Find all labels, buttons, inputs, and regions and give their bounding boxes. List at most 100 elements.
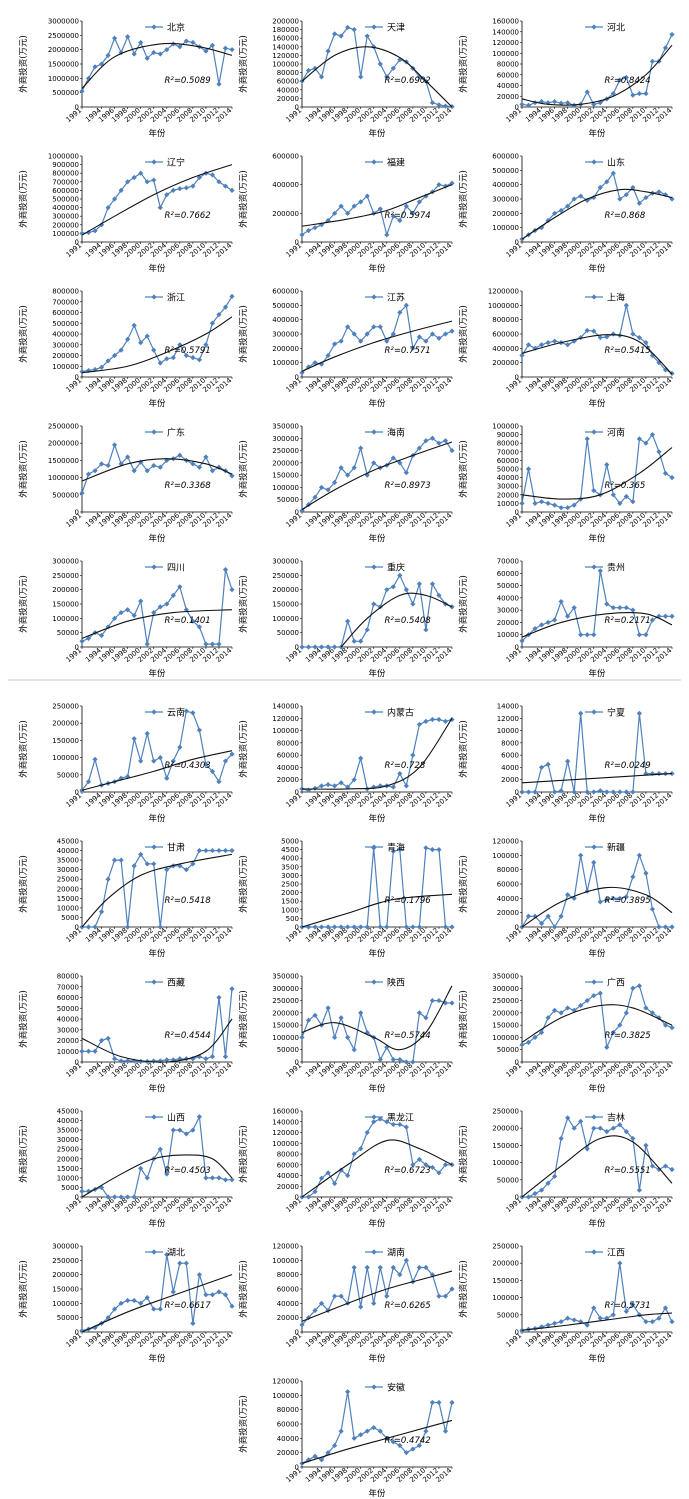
y-tick-label: 100000 [272,727,299,735]
y-tick-label: 600000 [272,153,299,161]
data-point [209,1175,216,1181]
data-point [325,924,331,930]
data-point [519,101,525,107]
y-tick-label: 150000 [52,1286,79,1294]
data-point [98,222,105,228]
data-point [332,783,338,789]
data-point [449,604,455,610]
y-tick-label: 20000 [277,1449,299,1457]
data-point [138,758,144,764]
data-point [351,331,357,337]
data-point [371,601,377,607]
y-tick-label: 300000 [52,558,79,566]
data-point [105,358,111,364]
x-tick-label: 2014 [214,1331,233,1349]
data-point [177,44,183,50]
data-point [384,587,390,593]
data-point [118,187,124,193]
data-point [410,924,416,930]
data-point [416,199,422,205]
data-point [669,924,675,930]
r-squared-label: R²=0.1401 [165,616,211,626]
data-point [662,1305,669,1311]
data-point [351,1435,357,1441]
y-tick-label: 80000 [497,866,519,874]
y-tick-label: 1500 [281,898,299,906]
data-point [190,710,196,716]
x-tick-label: 2014 [434,376,453,394]
y-tick-label: 300000 [52,213,79,221]
data-point [105,52,111,58]
data-point [112,1194,118,1200]
data-point [177,1260,183,1266]
data-point [649,906,656,912]
data-point [410,210,416,216]
x-tick-label: 1991 [64,926,83,944]
x-tick-label: 2014 [214,106,233,124]
y-tick-label: 400000 [52,331,79,339]
x-tick-label: 2014 [214,376,233,394]
y-tick-label: 150000 [492,1022,519,1030]
data-point [345,1389,351,1395]
y-axis-label: 外商投资(万元) [18,305,29,363]
data-point [183,38,189,44]
r-squared-label: R²=0.6723 [385,1166,431,1176]
data-point [429,331,436,337]
data-point [442,331,449,337]
r-squared-label: R²=0.4742 [385,1436,431,1446]
series-line [302,573,453,648]
data-point [209,847,216,854]
data-point [604,1129,610,1135]
data-point [332,924,338,930]
y-tick-label: 500000 [492,167,519,175]
data-point [105,462,111,469]
y-tick-label: 1200000 [488,288,519,296]
data-point [538,622,545,628]
y-tick-label: 60000 [277,752,299,760]
series-line [301,182,453,237]
data-point [617,196,623,202]
data-point [125,1058,131,1064]
y-tick-label: 150000 [272,601,299,609]
x-tick-label: 2014 [654,791,673,809]
data-point [558,207,564,214]
data-point [403,203,409,209]
data-point [177,1056,183,1062]
y-tick-label: 4000 [501,764,519,772]
data-point [669,1025,675,1031]
chart-西藏: 0 10000 20000 30000 40000 50000 60000 70000 8000… [18,973,235,1094]
y-tick-label: 120000 [492,838,519,846]
y-tick-label: 20000 [57,1037,79,1045]
y-tick-label: 60000 [57,994,79,1002]
y-tick-label: 140000 [272,43,299,51]
data-point [144,55,150,61]
data-point [617,1022,623,1028]
y-tick-label: 100000 [492,1159,519,1167]
y-tick-label: 0 [75,644,79,652]
trend-line [81,1154,233,1198]
y-tick-label: 200000 [272,459,299,467]
trend-line [521,886,673,928]
data-point [436,1293,442,1299]
data-point [196,1114,202,1120]
x-tick-label: 1991 [284,1196,303,1214]
x-axis-label: 年份 [148,948,166,959]
x-tick-label: 1991 [504,106,523,124]
data-point [79,369,85,375]
data-point [131,863,137,869]
data-point [203,48,209,54]
r-squared-label: R²=0.3368 [165,481,212,491]
r-squared-label: R²=0.1796 [385,896,432,906]
data-point [358,638,364,644]
data-point [351,465,357,471]
data-point [196,727,202,733]
data-point [669,1319,675,1325]
y-axis-label: 外商投资(万元) [18,440,29,498]
y-tick-label: 50000 [497,466,519,474]
data-point [131,736,137,742]
data-point [610,605,616,611]
y-axis-label: 外商投资(万元) [458,35,469,93]
data-point [164,1252,170,1258]
y-tick-label: 250000 [272,447,299,455]
